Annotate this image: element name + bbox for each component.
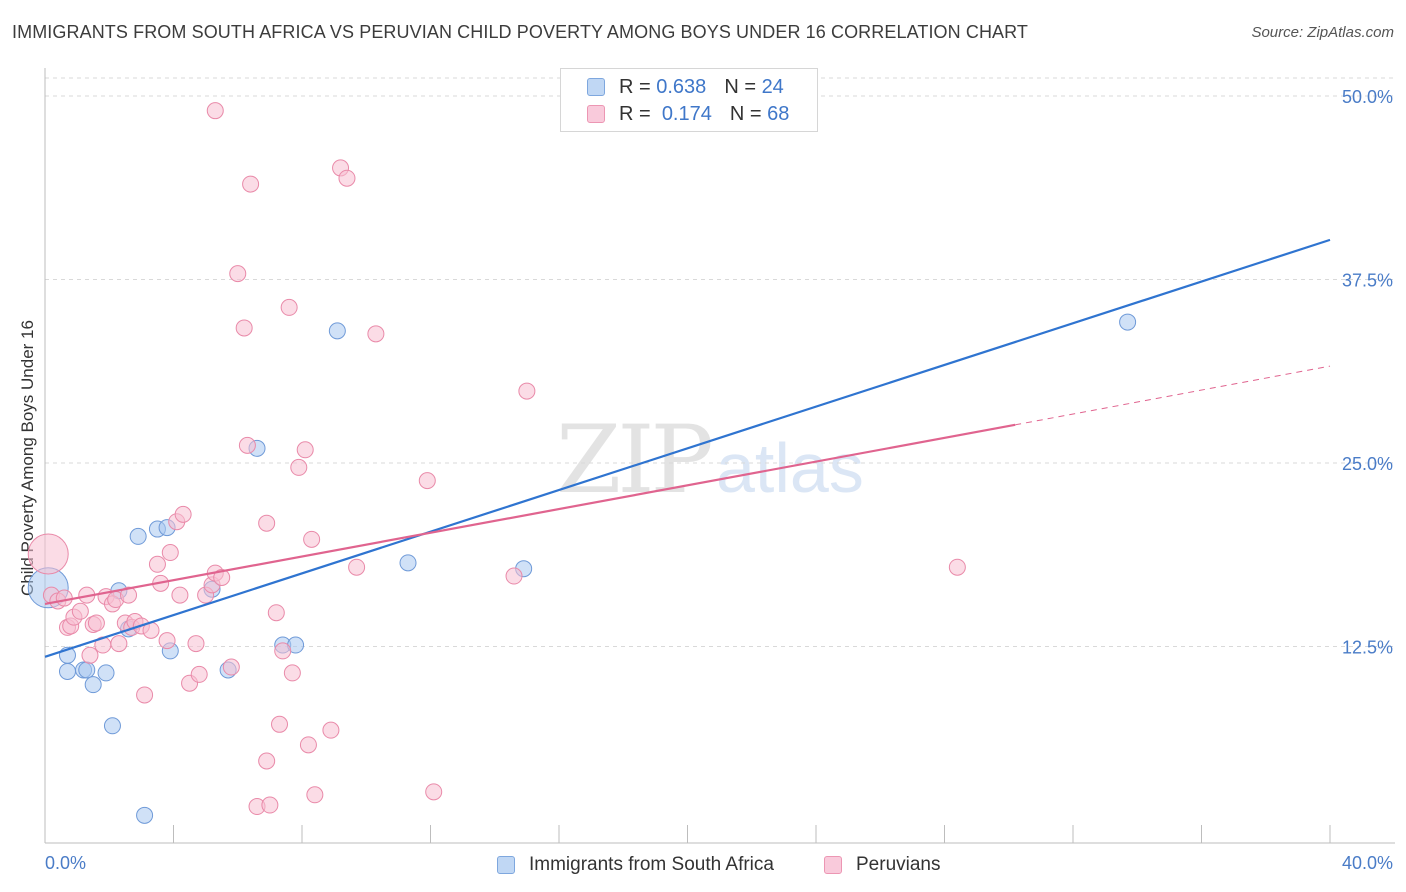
point-peruvians xyxy=(171,586,189,604)
point-peruvians xyxy=(187,635,205,653)
point-peruvians xyxy=(322,721,340,739)
point-peruvians xyxy=(425,783,443,801)
data-points xyxy=(27,102,1137,824)
series-legend: Immigrants from South Africa Peruvians xyxy=(0,852,1406,878)
point-peruvians xyxy=(213,569,231,587)
point-peruvians xyxy=(505,567,523,585)
r-label: R = xyxy=(619,75,651,98)
point-peruvians xyxy=(158,632,176,650)
point-immigrants xyxy=(84,676,102,694)
point-peruvians xyxy=(120,586,138,604)
r-value: 0.638 xyxy=(656,75,707,98)
point-immigrants xyxy=(399,554,417,572)
point-peruvians xyxy=(267,604,285,622)
gridlines xyxy=(45,77,1395,647)
legend-label: Immigrants from South Africa xyxy=(529,854,774,875)
point-peruvians xyxy=(206,102,224,120)
point-peruvians xyxy=(229,265,247,283)
point-peruvians xyxy=(242,175,260,193)
n-label: N = xyxy=(729,102,762,125)
trendline xyxy=(44,238,1331,658)
watermark-zip: ZIP xyxy=(556,406,710,515)
trendline-extension xyxy=(1015,365,1331,426)
blue-swatch xyxy=(497,856,515,874)
legend-row-immigrants: R = 0.638 N = 24 xyxy=(587,75,784,99)
point-peruvians xyxy=(518,382,536,400)
point-peruvians xyxy=(71,602,89,620)
point-peruvians xyxy=(348,558,366,576)
n-value: 68 xyxy=(767,102,790,125)
point-peruvians xyxy=(367,325,385,343)
point-peruvians xyxy=(261,796,279,814)
chart-title: IMMIGRANTS FROM SOUTH AFRICA VS PERUVIAN… xyxy=(12,22,1029,42)
point-peruvians xyxy=(258,752,276,770)
y-tick-label: 37.5% xyxy=(1342,271,1393,291)
point-peruvians xyxy=(27,533,69,575)
point-peruvians xyxy=(258,514,276,532)
watermark: ZIP atlas xyxy=(556,406,864,515)
point-peruvians xyxy=(283,664,301,682)
point-immigrants xyxy=(1119,313,1137,331)
point-peruvians xyxy=(418,472,436,490)
point-peruvians xyxy=(303,530,321,548)
legend-label: Peruvians xyxy=(856,854,941,875)
y-tick-label: 12.5% xyxy=(1342,638,1393,658)
point-peruvians xyxy=(280,298,298,316)
legend-row-peruvians: R = 0.174 N = 68 xyxy=(587,102,789,126)
point-peruvians xyxy=(338,169,356,187)
point-peruvians xyxy=(274,642,292,660)
source-label: Source: ZipAtlas.com xyxy=(1251,24,1394,41)
x-tick-label: 40.0% xyxy=(1342,853,1393,873)
point-peruvians xyxy=(306,786,324,804)
point-peruvians xyxy=(271,715,289,733)
n-value: 24 xyxy=(761,75,784,98)
pink-swatch xyxy=(824,856,842,874)
point-peruvians xyxy=(235,319,253,337)
legend-item-immigrants: Immigrants from South Africa xyxy=(497,854,774,876)
y-tick-label: 50.0% xyxy=(1342,87,1393,107)
pink-swatch xyxy=(587,105,605,123)
point-peruvians xyxy=(222,658,240,676)
point-peruvians xyxy=(238,436,256,454)
point-peruvians xyxy=(161,544,179,562)
trendlines xyxy=(44,238,1331,658)
point-peruvians xyxy=(110,635,128,653)
y-tick-label: 25.0% xyxy=(1342,454,1393,474)
point-peruvians xyxy=(55,589,73,607)
point-peruvians xyxy=(190,665,208,683)
trendline xyxy=(44,423,1016,606)
r-value: 0.174 xyxy=(661,102,712,125)
blue-swatch xyxy=(587,78,605,96)
point-immigrants xyxy=(103,717,121,735)
point-peruvians xyxy=(174,505,192,523)
point-peruvians xyxy=(296,441,314,459)
point-peruvians xyxy=(290,458,308,476)
point-peruvians xyxy=(136,686,154,704)
point-peruvians xyxy=(87,614,105,632)
point-peruvians xyxy=(299,736,317,754)
n-label: N = xyxy=(724,75,756,98)
r-label: R = xyxy=(619,102,651,125)
tick-labels: 12.5% 25.0% 37.5% 50.0% 0.0% 40.0% xyxy=(45,87,1393,873)
point-peruvians xyxy=(81,646,99,664)
axes xyxy=(44,68,1395,844)
point-peruvians xyxy=(948,558,966,576)
stats-legend: R = 0.638 N = 24 R = 0.174 N = 68 xyxy=(560,68,818,132)
point-immigrants xyxy=(58,662,76,680)
x-tick-label: 0.0% xyxy=(45,853,86,873)
watermark-atlas: atlas xyxy=(716,429,864,507)
point-immigrants xyxy=(328,322,346,340)
point-immigrants xyxy=(78,661,96,679)
legend-item-peruvians: Peruvians xyxy=(824,854,941,876)
point-immigrants xyxy=(136,806,154,824)
point-immigrants xyxy=(97,664,115,682)
point-immigrants xyxy=(129,527,147,545)
point-peruvians xyxy=(148,555,166,573)
